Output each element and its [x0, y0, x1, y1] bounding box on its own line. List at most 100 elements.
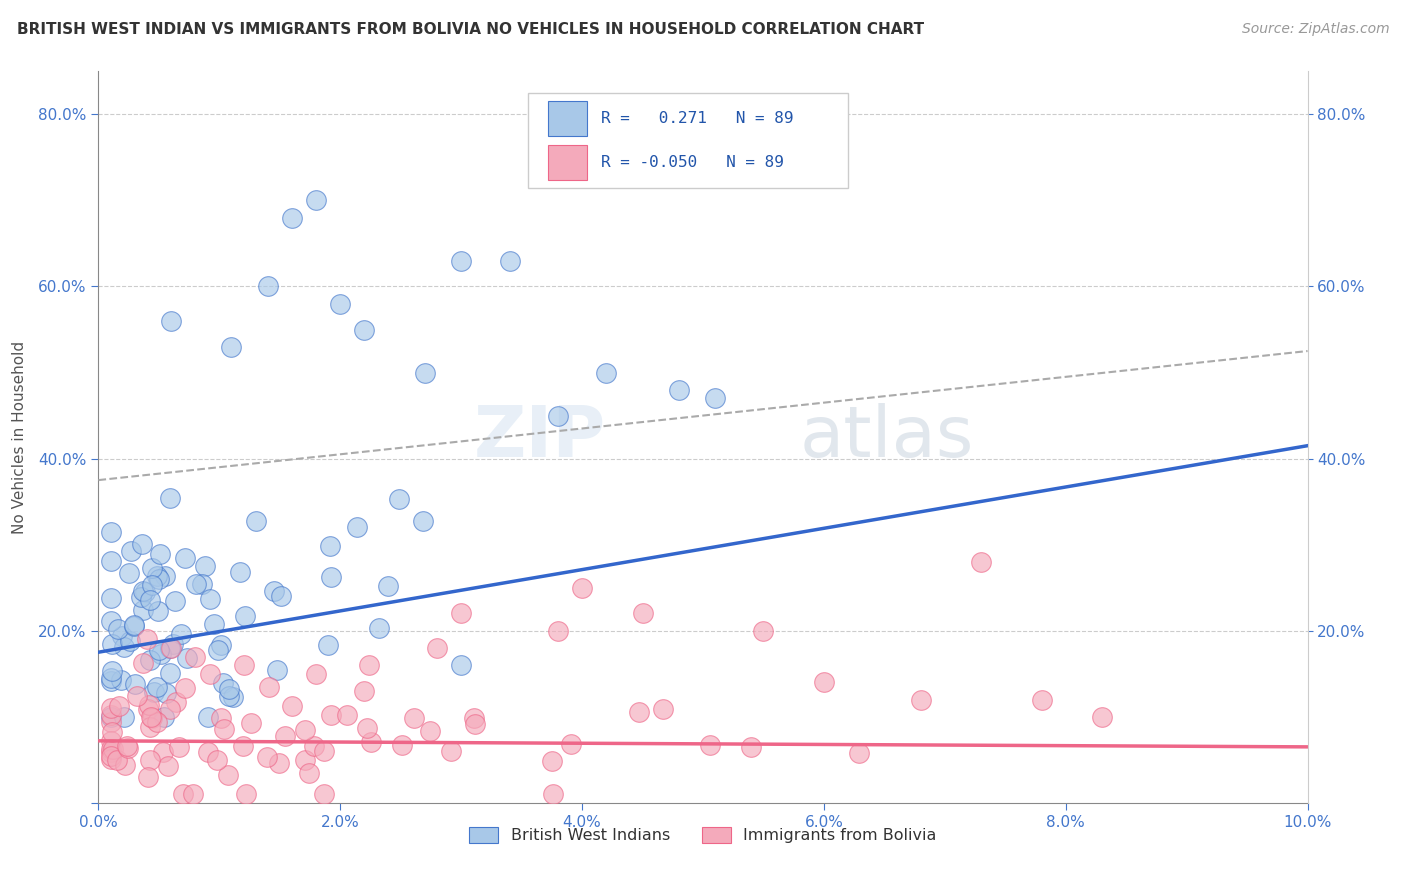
Text: BRITISH WEST INDIAN VS IMMIGRANTS FROM BOLIVIA NO VEHICLES IN HOUSEHOLD CORRELAT: BRITISH WEST INDIAN VS IMMIGRANTS FROM B… — [17, 22, 924, 37]
Point — [543, 787, 565, 801]
Point — [314, 787, 336, 801]
Point — [157, 759, 180, 773]
Point — [197, 745, 219, 759]
Point — [101, 665, 124, 679]
Point — [139, 720, 162, 734]
Point — [118, 566, 141, 580]
Point — [450, 607, 472, 621]
Point — [217, 768, 239, 782]
Text: R = -0.050   N = 89: R = -0.050 N = 89 — [602, 155, 785, 170]
Point — [198, 666, 221, 681]
Point — [174, 681, 197, 695]
Point — [114, 758, 136, 772]
Point — [813, 675, 835, 690]
Point — [547, 409, 569, 423]
Point — [125, 690, 148, 704]
Point — [388, 491, 411, 506]
Point — [145, 568, 167, 582]
Point — [595, 366, 617, 380]
Point — [167, 739, 190, 754]
Point — [540, 754, 562, 768]
Point — [162, 637, 184, 651]
Point — [229, 565, 252, 579]
Point — [232, 739, 254, 753]
Point — [148, 573, 170, 587]
Point — [117, 741, 139, 756]
Point — [191, 577, 214, 591]
Point — [146, 714, 169, 729]
FancyBboxPatch shape — [527, 94, 848, 188]
Point — [159, 640, 181, 655]
Point — [848, 746, 870, 760]
Point — [267, 756, 290, 771]
Point — [138, 698, 160, 713]
Point — [752, 624, 775, 638]
Point — [152, 745, 174, 759]
Point — [419, 724, 441, 739]
Point — [100, 749, 122, 764]
Point — [426, 640, 449, 655]
Point — [100, 752, 122, 766]
Point — [319, 707, 342, 722]
Point — [257, 681, 280, 695]
Point — [233, 609, 256, 624]
Point — [359, 657, 381, 672]
Point — [368, 621, 391, 635]
Point — [111, 629, 134, 643]
Text: ZIP: ZIP — [474, 402, 606, 472]
Point — [172, 787, 194, 801]
Point — [132, 603, 155, 617]
Point — [198, 592, 221, 607]
Point — [302, 739, 325, 753]
Point — [184, 649, 207, 664]
Point — [319, 570, 342, 584]
Point — [412, 514, 434, 528]
Point — [256, 279, 278, 293]
Point — [100, 710, 122, 724]
Point — [110, 673, 132, 687]
Point — [131, 537, 153, 551]
Point — [149, 547, 172, 561]
Point — [100, 674, 122, 689]
Point — [1091, 710, 1114, 724]
Point — [256, 749, 278, 764]
Point — [145, 680, 167, 694]
Point — [135, 632, 157, 647]
Point — [294, 753, 316, 767]
Point — [336, 707, 359, 722]
Point — [100, 524, 122, 539]
Point — [314, 744, 336, 758]
Point — [319, 540, 342, 554]
Point — [297, 765, 319, 780]
Point — [627, 705, 650, 719]
Point — [159, 491, 181, 505]
Point — [329, 296, 352, 310]
Point — [155, 568, 177, 582]
Point — [100, 591, 122, 606]
Point — [652, 702, 675, 716]
Point — [263, 583, 285, 598]
Point — [101, 741, 124, 756]
Point — [240, 716, 263, 731]
Point — [356, 721, 378, 735]
Point — [112, 710, 135, 724]
Point — [122, 619, 145, 633]
Y-axis label: No Vehicles in Household: No Vehicles in Household — [13, 341, 27, 533]
Point — [141, 561, 163, 575]
Point — [450, 658, 472, 673]
Point — [1031, 692, 1053, 706]
Point — [740, 740, 762, 755]
Point — [141, 577, 163, 591]
Point — [150, 647, 173, 661]
Point — [100, 734, 122, 748]
Point — [100, 714, 122, 729]
Point — [463, 711, 485, 725]
Point — [100, 614, 122, 628]
Point — [181, 787, 204, 801]
Point — [129, 590, 152, 604]
Point — [464, 717, 486, 731]
Point — [197, 710, 219, 724]
Point — [353, 322, 375, 336]
Point — [205, 753, 228, 767]
Point — [346, 520, 368, 534]
